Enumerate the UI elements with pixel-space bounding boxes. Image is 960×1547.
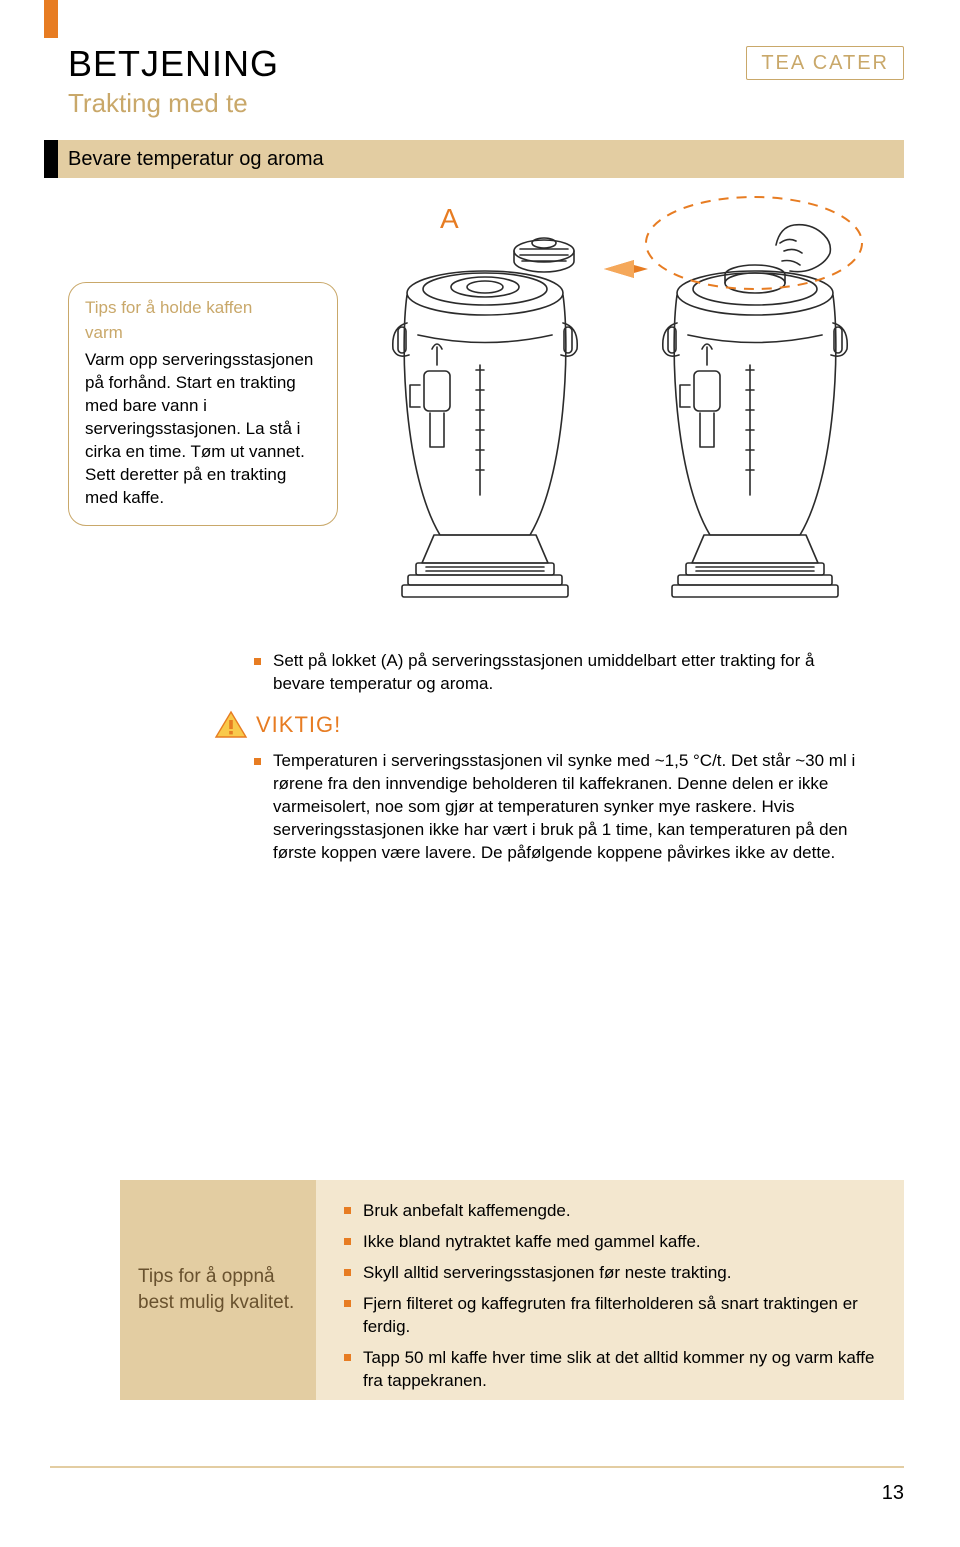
list-item: Skyll alltid serveringsstasjonen før nes… xyxy=(344,1262,882,1285)
page-title: BETJENING xyxy=(68,40,279,89)
list-item-text: Skyll alltid serveringsstasjonen før nes… xyxy=(363,1262,732,1285)
bullet-icon xyxy=(344,1354,351,1361)
list-item: Bruk anbefalt kaffemengde. xyxy=(344,1200,882,1223)
bottom-panel-bullets: Bruk anbefalt kaffemengde. Ikke bland ny… xyxy=(316,1180,904,1400)
illustration-dispenser-left xyxy=(360,215,610,625)
instruction-text: Sett på lokket (A) på serveringsstasjone… xyxy=(273,650,870,696)
banner-text: Bevare temperatur og aroma xyxy=(68,146,324,173)
bottom-panel-title: Tips for å oppnå best mulig kvalitet. xyxy=(120,1180,316,1400)
important-heading: VIKTIG! xyxy=(214,710,870,740)
bullet-icon xyxy=(344,1207,351,1214)
warning-icon xyxy=(214,710,248,740)
page-number: 13 xyxy=(882,1480,904,1507)
product-label: TEA CATER xyxy=(746,46,904,80)
list-item-text: Bruk anbefalt kaffemengde. xyxy=(363,1200,571,1223)
footer-rule xyxy=(50,1466,904,1468)
list-item-text: Tapp 50 ml kaffe hver time slik at det a… xyxy=(363,1347,882,1393)
bullet-icon xyxy=(254,758,261,765)
bullet-icon xyxy=(344,1238,351,1245)
bottom-tips-panel: Tips for å oppnå best mulig kvalitet. Br… xyxy=(120,1180,904,1400)
important-label: VIKTIG! xyxy=(256,710,341,740)
important-body: Temperaturen i serveringsstasjonen vil s… xyxy=(273,750,870,865)
list-item: Ikke bland nytraktet kaffe med gammel ka… xyxy=(344,1231,882,1254)
tips-box: Tips for å holde kaffen varm Varm opp se… xyxy=(68,282,338,526)
bullet-icon xyxy=(344,1300,351,1307)
bullet-icon xyxy=(344,1269,351,1276)
banner-accent-bar xyxy=(44,140,58,178)
list-item: Tapp 50 ml kaffe hver time slik at det a… xyxy=(344,1347,882,1393)
list-item-text: Fjern filteret og kaffegruten fra filter… xyxy=(363,1293,882,1339)
list-item-text: Ikke bland nytraktet kaffe med gammel ka… xyxy=(363,1231,701,1254)
accent-bar xyxy=(44,0,58,38)
bullet-icon xyxy=(254,658,261,665)
tips-box-title-line2: varm xyxy=(85,322,321,345)
motion-dashed-oval xyxy=(640,188,868,298)
page-subtitle: Trakting med te xyxy=(68,86,248,121)
instruction-bullet-1: Sett på lokket (A) på serveringsstasjone… xyxy=(254,650,870,696)
list-item: Fjern filteret og kaffegruten fra filter… xyxy=(344,1293,882,1339)
important-bullet: Temperaturen i serveringsstasjonen vil s… xyxy=(254,750,870,865)
tips-box-body: Varm opp serveringsstasjonen på forhånd.… xyxy=(85,349,321,510)
tips-box-title: Tips for å holde kaffen xyxy=(85,297,321,320)
body-text-area: Sett på lokket (A) på serveringsstasjone… xyxy=(254,650,870,879)
section-banner: Bevare temperatur og aroma xyxy=(44,140,904,178)
